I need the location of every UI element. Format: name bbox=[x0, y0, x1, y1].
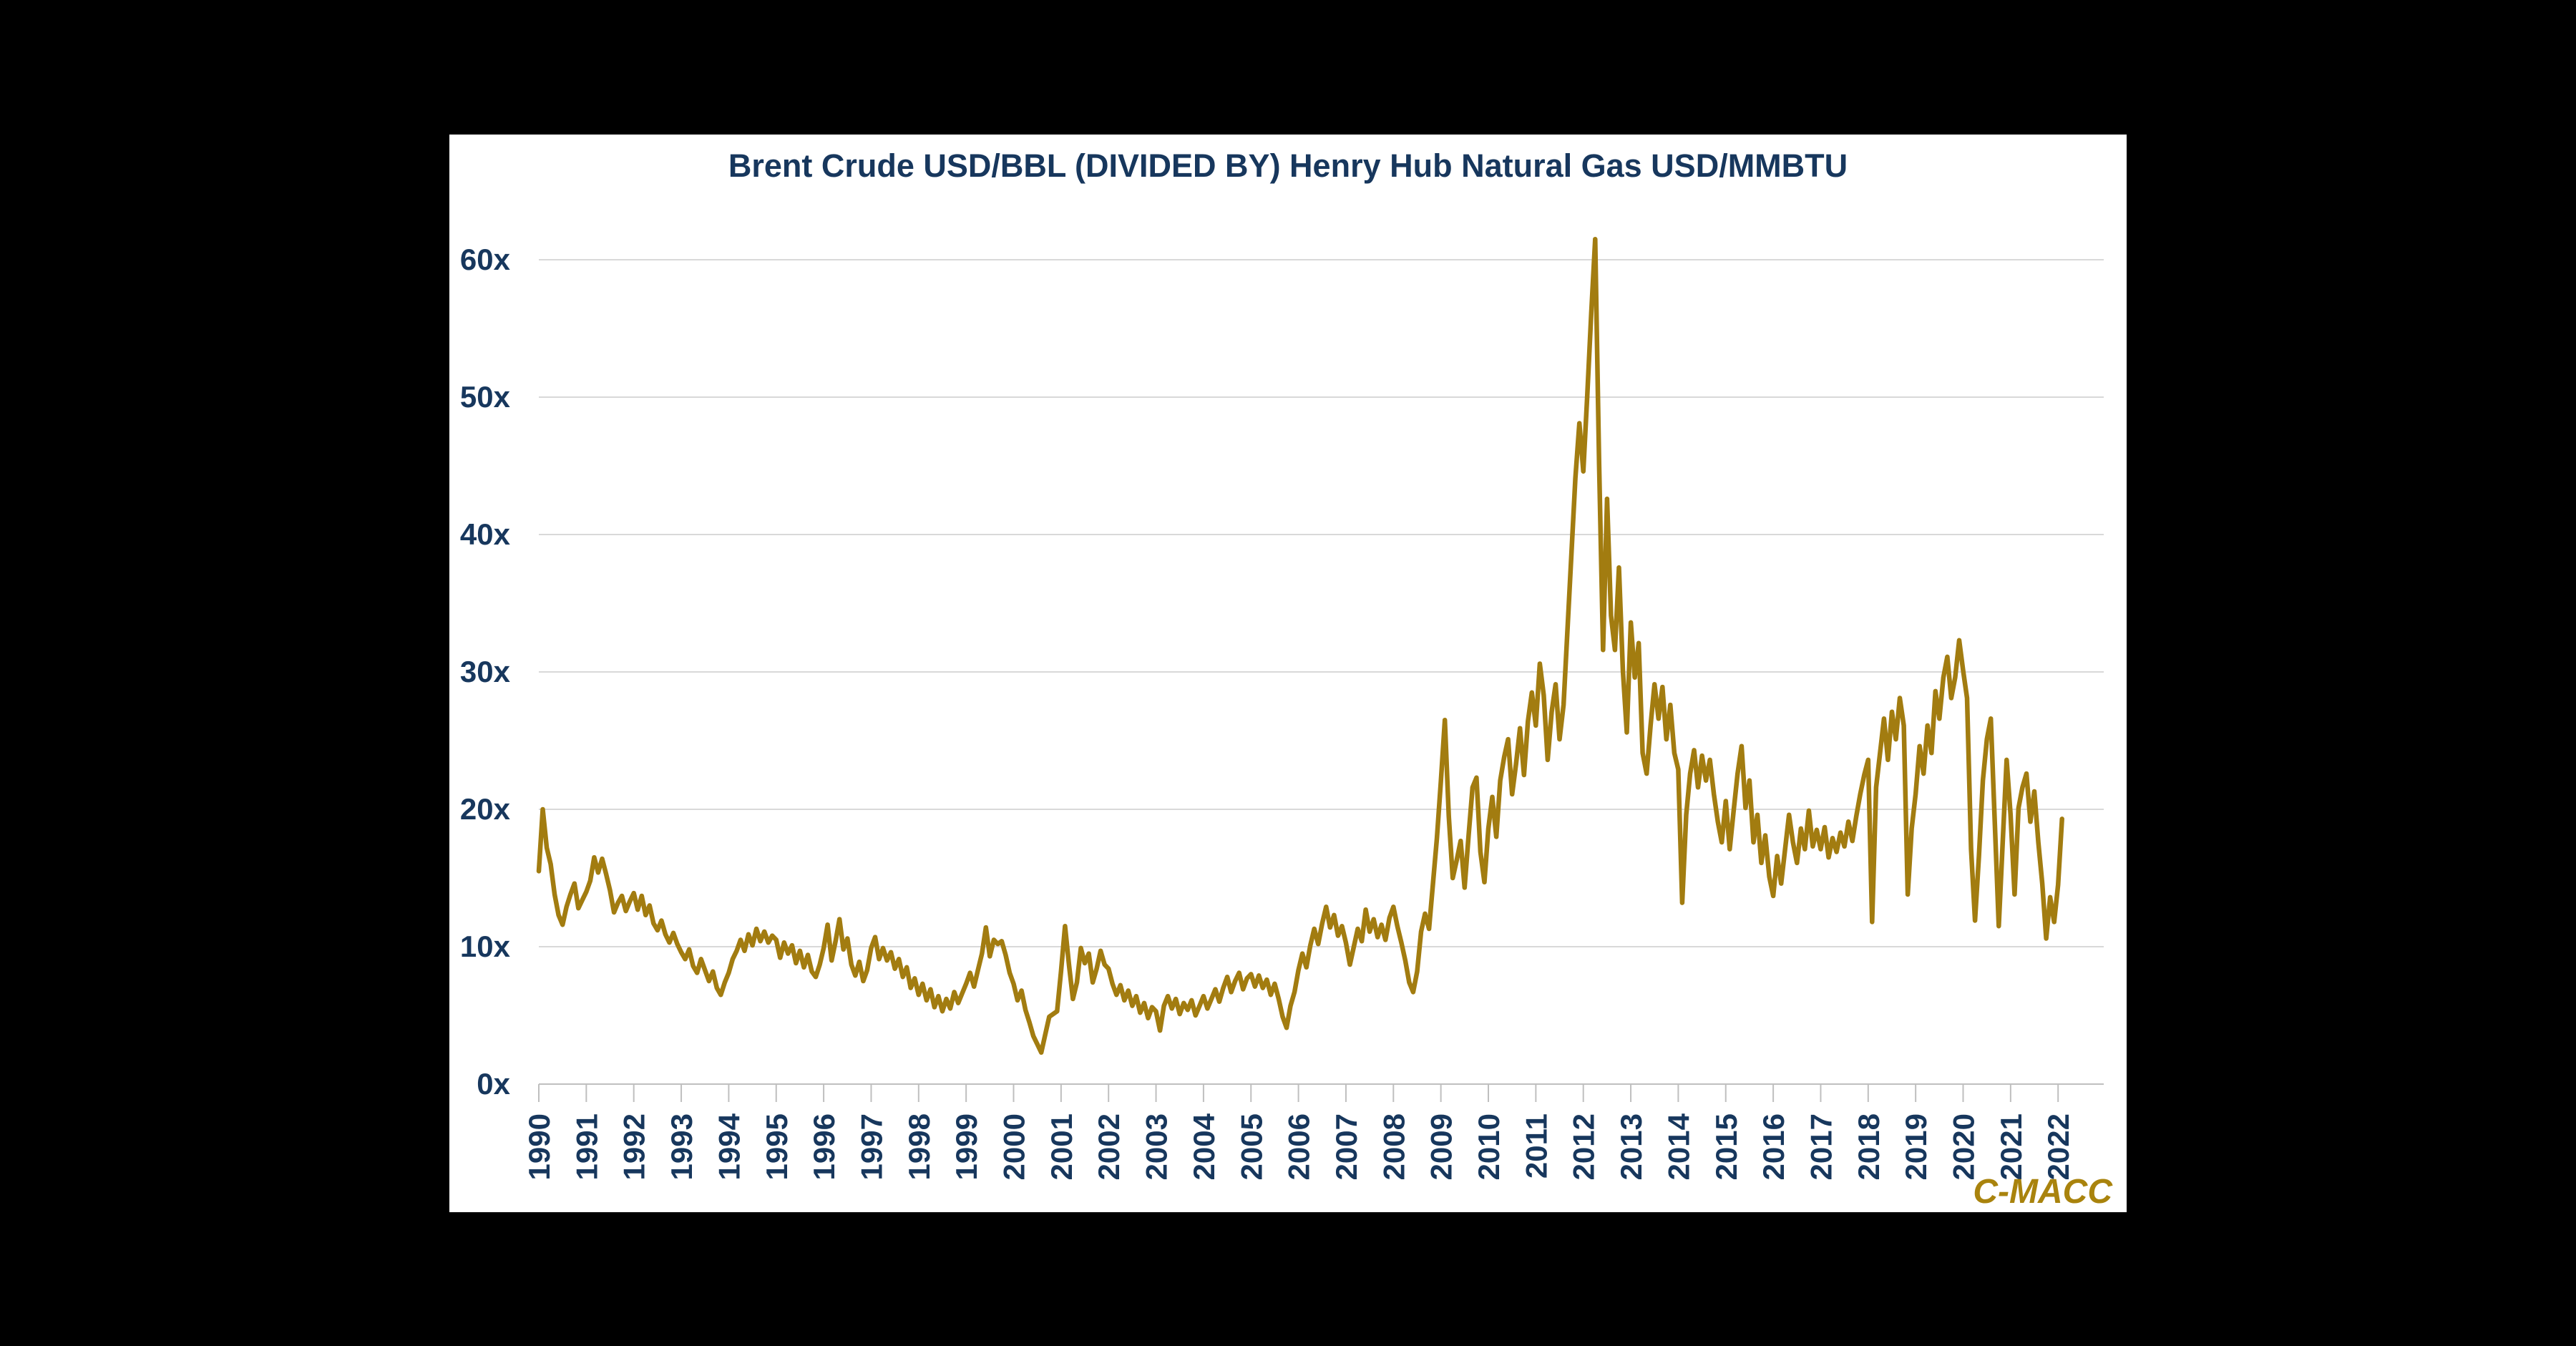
y-tick-label: 50x bbox=[460, 380, 511, 414]
x-tick-label: 2010 bbox=[1472, 1113, 1506, 1180]
x-tick-label: 2004 bbox=[1187, 1113, 1221, 1180]
x-tick-label: 2000 bbox=[997, 1113, 1031, 1180]
x-tick-label: 2014 bbox=[1662, 1113, 1695, 1180]
chart-title: Brent Crude USD/BBL (DIVIDED BY) Henry H… bbox=[728, 147, 1848, 184]
x-tick-label: 1993 bbox=[665, 1113, 698, 1180]
x-axis-ticks bbox=[538, 1084, 2059, 1102]
x-tick-label: 2016 bbox=[1757, 1113, 1790, 1180]
x-tick-label: 1998 bbox=[902, 1113, 936, 1180]
x-tick-label: 2017 bbox=[1804, 1113, 1838, 1180]
y-tick-label: 60x bbox=[460, 243, 511, 276]
y-tick-label: 0x bbox=[477, 1067, 510, 1101]
x-tick-label: 1992 bbox=[618, 1113, 651, 1180]
x-tick-label: 2008 bbox=[1377, 1113, 1410, 1180]
x-tick-label: 2003 bbox=[1140, 1113, 1174, 1180]
y-axis-labels: 0x 10x 20x 30x 40x 50x 60x bbox=[460, 243, 511, 1101]
x-tick-label: 2009 bbox=[1425, 1113, 1458, 1180]
y-tick-label: 30x bbox=[460, 655, 511, 688]
y-tick-label: 40x bbox=[460, 517, 511, 551]
x-tick-label: 2022 bbox=[2041, 1113, 2075, 1180]
x-tick-label: 1997 bbox=[854, 1113, 888, 1180]
x-tick-label: 2021 bbox=[1994, 1113, 2028, 1180]
x-tick-label: 2013 bbox=[1614, 1113, 1648, 1180]
x-tick-label: 2002 bbox=[1092, 1113, 1126, 1180]
x-tick-label: 1991 bbox=[570, 1113, 603, 1180]
x-tick-label: 2019 bbox=[1899, 1113, 1933, 1180]
y-tick-label: 10x bbox=[460, 930, 511, 963]
chart-panel bbox=[449, 135, 2127, 1212]
gridlines bbox=[539, 259, 2104, 1085]
x-tick-label: 1999 bbox=[950, 1113, 983, 1180]
x-tick-label: 2020 bbox=[1947, 1113, 1981, 1180]
x-tick-label: 2005 bbox=[1234, 1113, 1268, 1180]
ratio-line-series bbox=[536, 236, 2064, 1055]
x-tick-label: 2006 bbox=[1282, 1113, 1316, 1180]
x-tick-label: 1995 bbox=[760, 1113, 794, 1180]
y-tick-label: 20x bbox=[460, 792, 511, 826]
x-tick-label: 1994 bbox=[712, 1113, 746, 1180]
cmacc-logo: C-MACC bbox=[1973, 1173, 2112, 1211]
x-tick-label: 2007 bbox=[1330, 1113, 1363, 1180]
x-tick-label: 2012 bbox=[1567, 1113, 1601, 1180]
x-tick-label: 1990 bbox=[522, 1113, 556, 1180]
x-tick-label: 2001 bbox=[1045, 1113, 1078, 1180]
x-tick-label: 1996 bbox=[807, 1113, 841, 1180]
x-tick-label: 2018 bbox=[1852, 1113, 1885, 1180]
x-tick-label: 2011 bbox=[1519, 1113, 1553, 1179]
x-axis-labels: 1990 1991 1992 1993 1994 1995 1996 1997 1998 1999… bbox=[522, 1113, 2075, 1180]
x-tick-label: 2015 bbox=[1709, 1113, 1743, 1180]
